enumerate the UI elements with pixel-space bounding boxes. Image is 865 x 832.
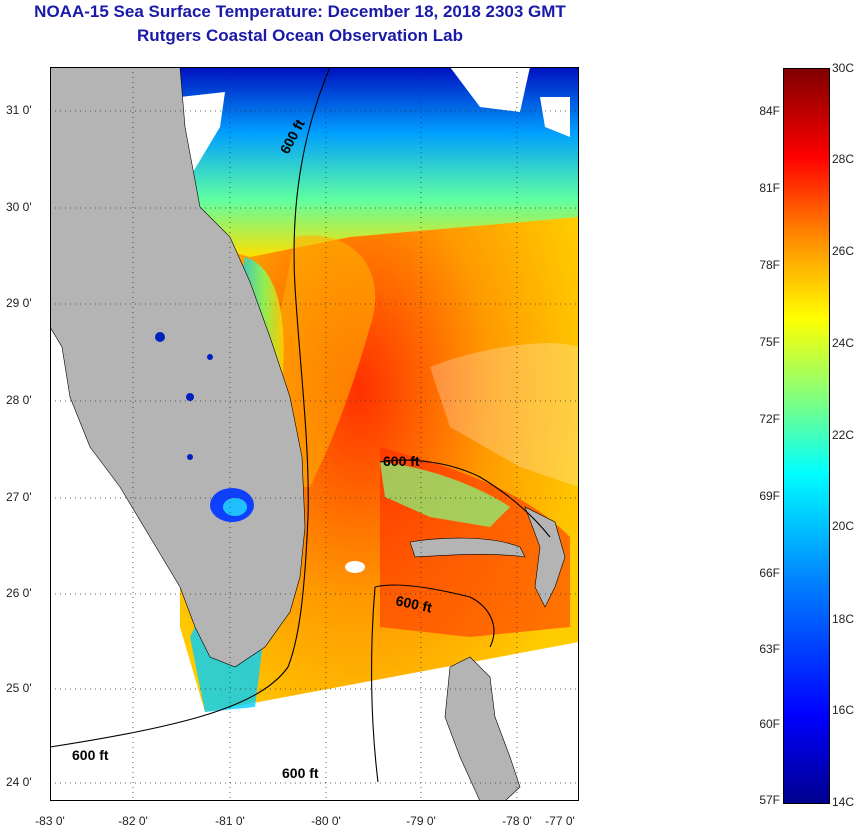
isobath-label: 600 ft	[72, 747, 109, 763]
lat-label: 29 0'	[6, 296, 32, 310]
isobath-600ft	[379, 459, 551, 538]
lon-label: -80 0'	[311, 814, 341, 828]
map-subtitle: Rutgers Coastal Ocean Observation Lab	[137, 26, 463, 45]
lake	[186, 393, 194, 401]
sst-map: 600 ft 600 ft 600 ft 600 ft 600 ft	[50, 67, 579, 801]
lon-label: -79 0'	[406, 814, 436, 828]
sst-field-shelf-warm	[270, 235, 376, 487]
lon-label: -83 0'	[35, 814, 65, 828]
lon-label: -82 0'	[118, 814, 148, 828]
isobath-label: 600 ft	[383, 453, 420, 469]
isobath-600ft	[371, 586, 379, 783]
isobath-600ft	[374, 584, 495, 648]
colorbar-f-label: 57F	[759, 793, 780, 807]
colorbar-c-label: 14C	[832, 795, 855, 809]
colorbar-f-label: 72F	[759, 412, 780, 426]
lon-label: -81 0'	[215, 814, 245, 828]
colorbar-c-label: 22C	[832, 428, 855, 442]
abaco-island	[524, 506, 566, 608]
map-title: NOAA-15 Sea Surface Temperature: Decembe…	[34, 2, 566, 21]
isobath-label: 600 ft	[282, 765, 319, 781]
colorbar-c-label: 28C	[832, 152, 855, 166]
colorbar-f-label: 63F	[759, 642, 780, 656]
lat-label: 27 0'	[6, 490, 32, 504]
temperature-colorbar	[783, 68, 830, 804]
lake-okeechobee-inner	[223, 498, 247, 516]
colorbar-f-label: 84F	[759, 104, 780, 118]
lat-label: 28 0'	[6, 393, 32, 407]
colorbar-f-label: 75F	[759, 335, 780, 349]
graticule	[50, 67, 579, 801]
colorbar-f-label: 69F	[759, 489, 780, 503]
lat-label: 30 0'	[6, 200, 32, 214]
lake	[207, 354, 213, 360]
colorbar-c-label: 26C	[832, 244, 855, 258]
colorbar-f-label: 78F	[759, 258, 780, 272]
grand-bahama-island	[409, 537, 526, 558]
lat-label: 24 0'	[6, 775, 32, 789]
lat-label: 31 0'	[6, 103, 32, 117]
cloud-patch	[345, 561, 365, 573]
lake	[187, 454, 193, 460]
cloud-speckle	[430, 343, 579, 487]
colorbar-c-label: 18C	[832, 612, 855, 626]
colorbar-c-label: 20C	[832, 519, 855, 533]
map-frame	[50, 67, 579, 801]
lat-label: 26 0'	[6, 586, 32, 600]
andros-island	[444, 656, 521, 801]
colorbar-c-label: 24C	[832, 336, 855, 350]
colorbar-f-label: 81F	[759, 181, 780, 195]
sst-map-canvas: 600 ft 600 ft 600 ft 600 ft 600 ft	[50, 67, 579, 801]
sst-field-bank-cool	[380, 462, 510, 527]
lon-label: -78 0'	[502, 814, 532, 828]
lake	[155, 332, 165, 342]
colorbar-f-label: 60F	[759, 717, 780, 731]
lon-label: -77 0'	[545, 814, 575, 828]
cloud-patch	[180, 92, 225, 177]
sst-field-north	[180, 67, 579, 257]
isobath-label: 600 ft	[394, 592, 433, 615]
colorbar-c-label: 30C	[832, 61, 855, 75]
lat-label: 25 0'	[6, 681, 32, 695]
colorbar-c-label: 16C	[832, 703, 855, 717]
cloud-patch	[450, 67, 530, 112]
isobath-600ft	[50, 67, 331, 748]
colorbar-f-label: 66F	[759, 566, 780, 580]
cloud-patch	[540, 97, 570, 137]
